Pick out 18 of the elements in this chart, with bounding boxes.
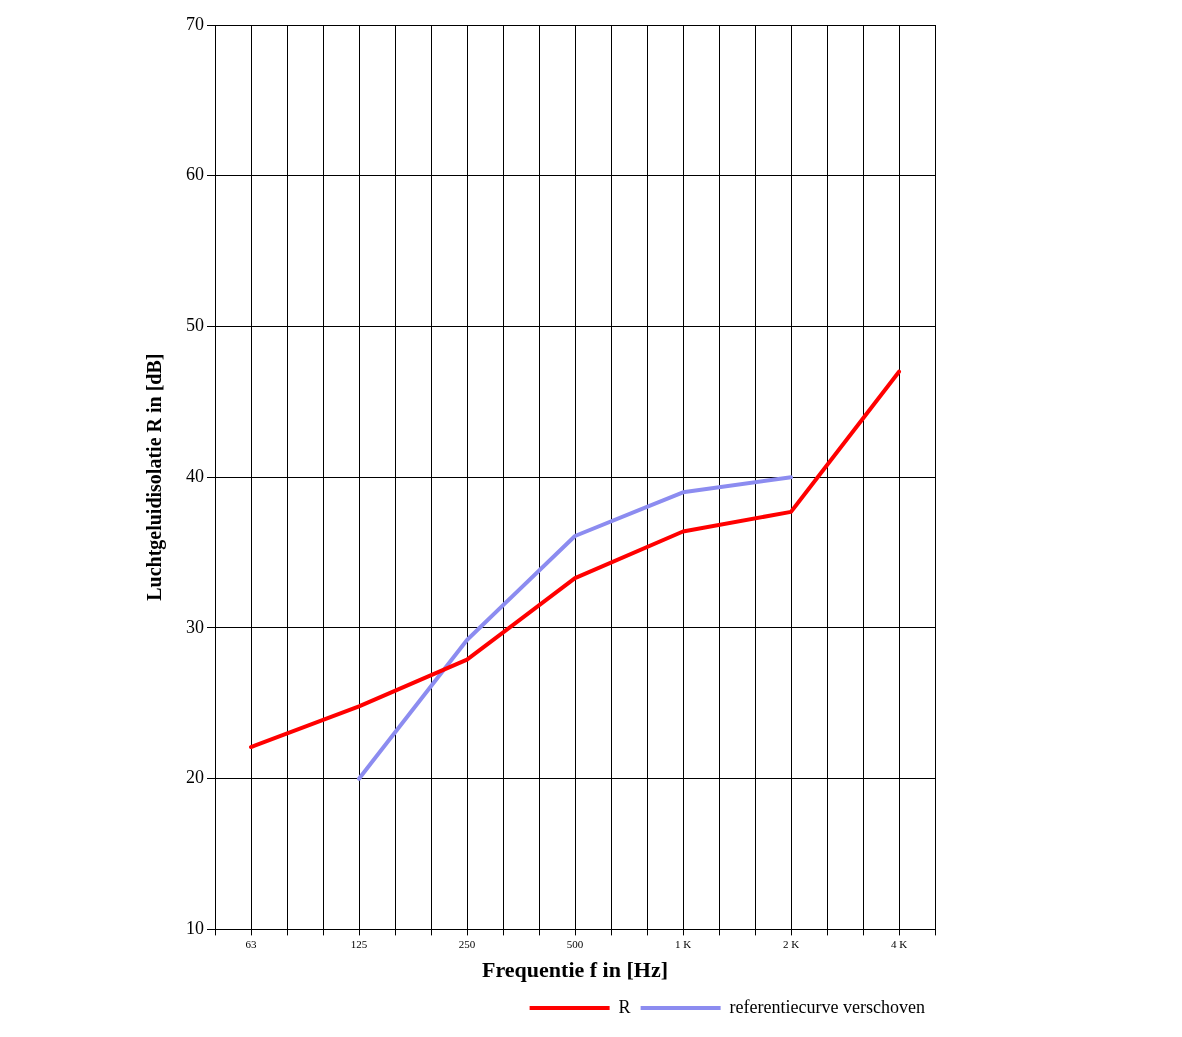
legend-label: R [618,996,631,1017]
x-tick-label: 4 K [890,937,908,950]
y-axis-title: Luchtgeluidisolatie R in [dB] [143,353,167,601]
x-tick-label: 250 [458,937,476,950]
x-tick-label: 500 [566,937,584,950]
x-tick-label: 63 [245,937,257,950]
y-tick-label: 40 [186,465,204,486]
y-tick-label: 30 [186,616,204,637]
x-tick-label: 2 K [782,937,800,950]
x-tick-label: 1 K [674,937,692,950]
y-tick-label: 60 [186,164,204,185]
x-axis-title: Frequentie f in [Hz] [482,957,668,983]
y-tick-label: 20 [186,767,204,788]
y-tick-label: 10 [186,918,204,939]
y-tick-label: 70 [186,13,204,34]
y-tick-label: 50 [186,315,204,336]
x-tick-label: 125 [350,937,368,950]
legend-label: referentiecurve verschoven [729,996,926,1017]
